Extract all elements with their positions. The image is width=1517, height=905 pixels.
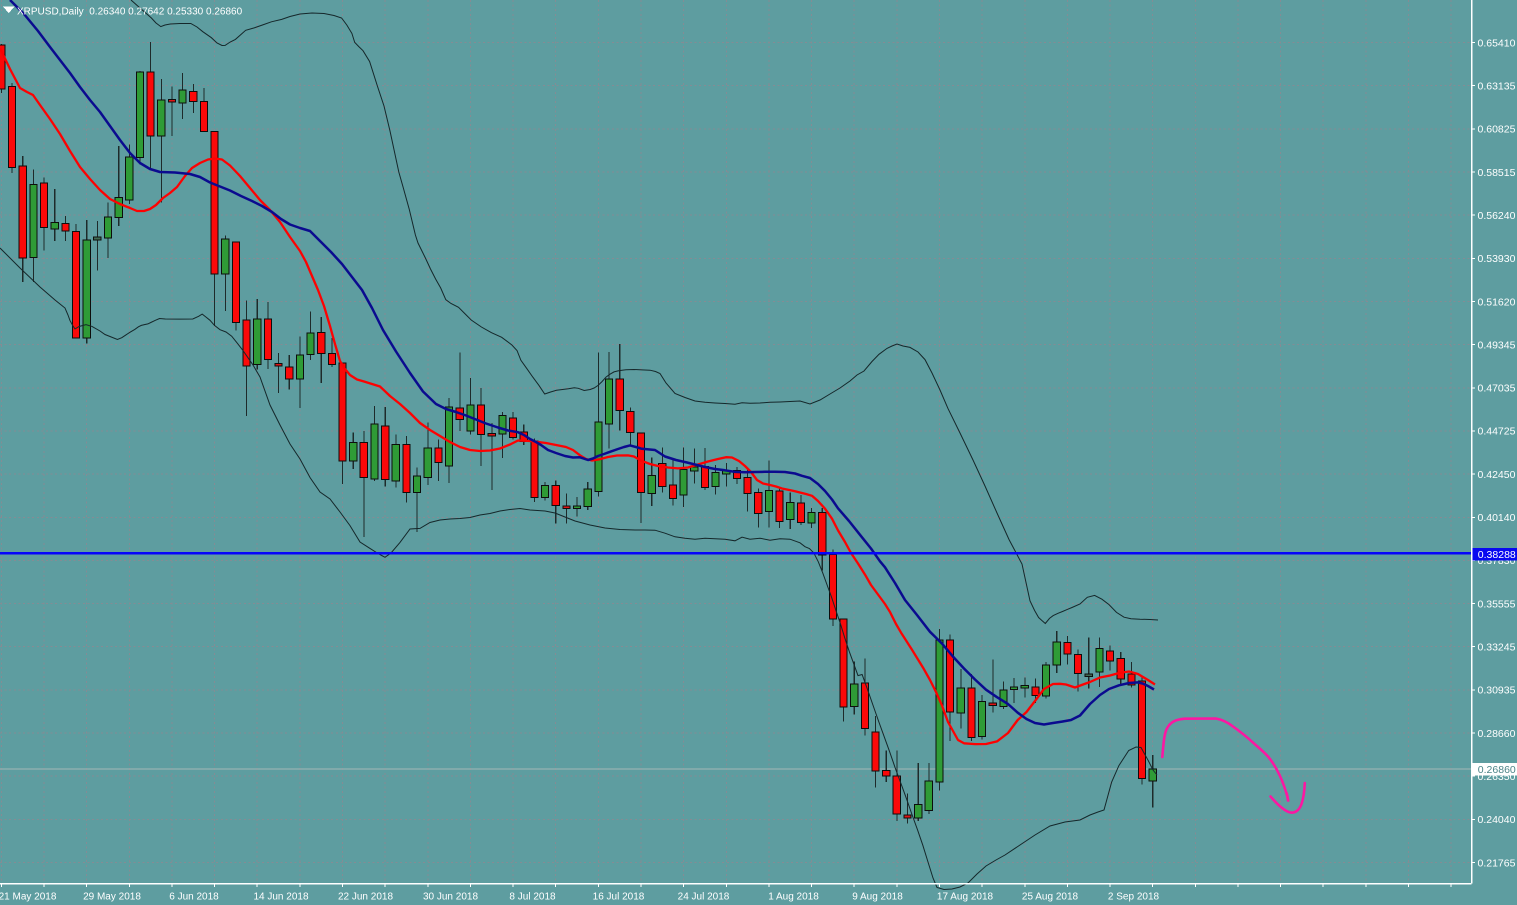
svg-text:17 Aug 2018: 17 Aug 2018 bbox=[937, 892, 994, 903]
svg-text:2 Sep 2018: 2 Sep 2018 bbox=[1108, 892, 1160, 903]
svg-text:0.28660: 0.28660 bbox=[1478, 728, 1516, 740]
svg-text:0.44725: 0.44725 bbox=[1478, 426, 1516, 438]
svg-text:0.49345: 0.49345 bbox=[1478, 339, 1516, 351]
svg-text:0.35555: 0.35555 bbox=[1478, 598, 1516, 610]
svg-text:30 Jun 2018: 30 Jun 2018 bbox=[423, 892, 478, 903]
svg-text:0.47035: 0.47035 bbox=[1478, 383, 1516, 395]
svg-text:0.53930: 0.53930 bbox=[1478, 253, 1516, 265]
svg-text:8 Jul 2018: 8 Jul 2018 bbox=[509, 892, 556, 903]
svg-text:XRPUSD,Daily 0.26340 0.27642: XRPUSD,Daily 0.26340 0.27642 0.25330 0.2… bbox=[17, 7, 243, 18]
svg-text:0.58515: 0.58515 bbox=[1478, 167, 1516, 179]
svg-text:0.30935: 0.30935 bbox=[1478, 685, 1516, 697]
svg-text:29 May 2018: 29 May 2018 bbox=[83, 892, 141, 903]
svg-text:0.51620: 0.51620 bbox=[1478, 296, 1516, 308]
svg-text:6 Jun 2018: 6 Jun 2018 bbox=[169, 892, 219, 903]
svg-text:0.21765: 0.21765 bbox=[1478, 857, 1516, 869]
svg-text:9 Aug 2018: 9 Aug 2018 bbox=[852, 892, 903, 903]
svg-text:0.24040: 0.24040 bbox=[1478, 814, 1516, 826]
svg-text:0.33245: 0.33245 bbox=[1478, 642, 1516, 654]
svg-text:21 May 2018: 21 May 2018 bbox=[0, 892, 57, 903]
svg-text:0.40140: 0.40140 bbox=[1478, 512, 1516, 524]
svg-text:0.60825: 0.60825 bbox=[1478, 124, 1516, 136]
svg-text:0.42450: 0.42450 bbox=[1478, 469, 1516, 481]
svg-text:0.56240: 0.56240 bbox=[1478, 210, 1516, 222]
svg-text:22 Jun 2018: 22 Jun 2018 bbox=[338, 892, 393, 903]
svg-text:14 Jun 2018: 14 Jun 2018 bbox=[253, 892, 308, 903]
svg-text:1 Aug 2018: 1 Aug 2018 bbox=[768, 892, 819, 903]
svg-text:24 Jul 2018: 24 Jul 2018 bbox=[678, 892, 730, 903]
svg-text:25 Aug 2018: 25 Aug 2018 bbox=[1022, 892, 1079, 903]
svg-text:0.38288: 0.38288 bbox=[1478, 549, 1516, 561]
svg-text:0.26860: 0.26860 bbox=[1478, 764, 1516, 776]
svg-text:0.65410: 0.65410 bbox=[1478, 37, 1516, 49]
svg-text:16 Jul 2018: 16 Jul 2018 bbox=[593, 892, 645, 903]
svg-text:0.63135: 0.63135 bbox=[1478, 81, 1516, 93]
